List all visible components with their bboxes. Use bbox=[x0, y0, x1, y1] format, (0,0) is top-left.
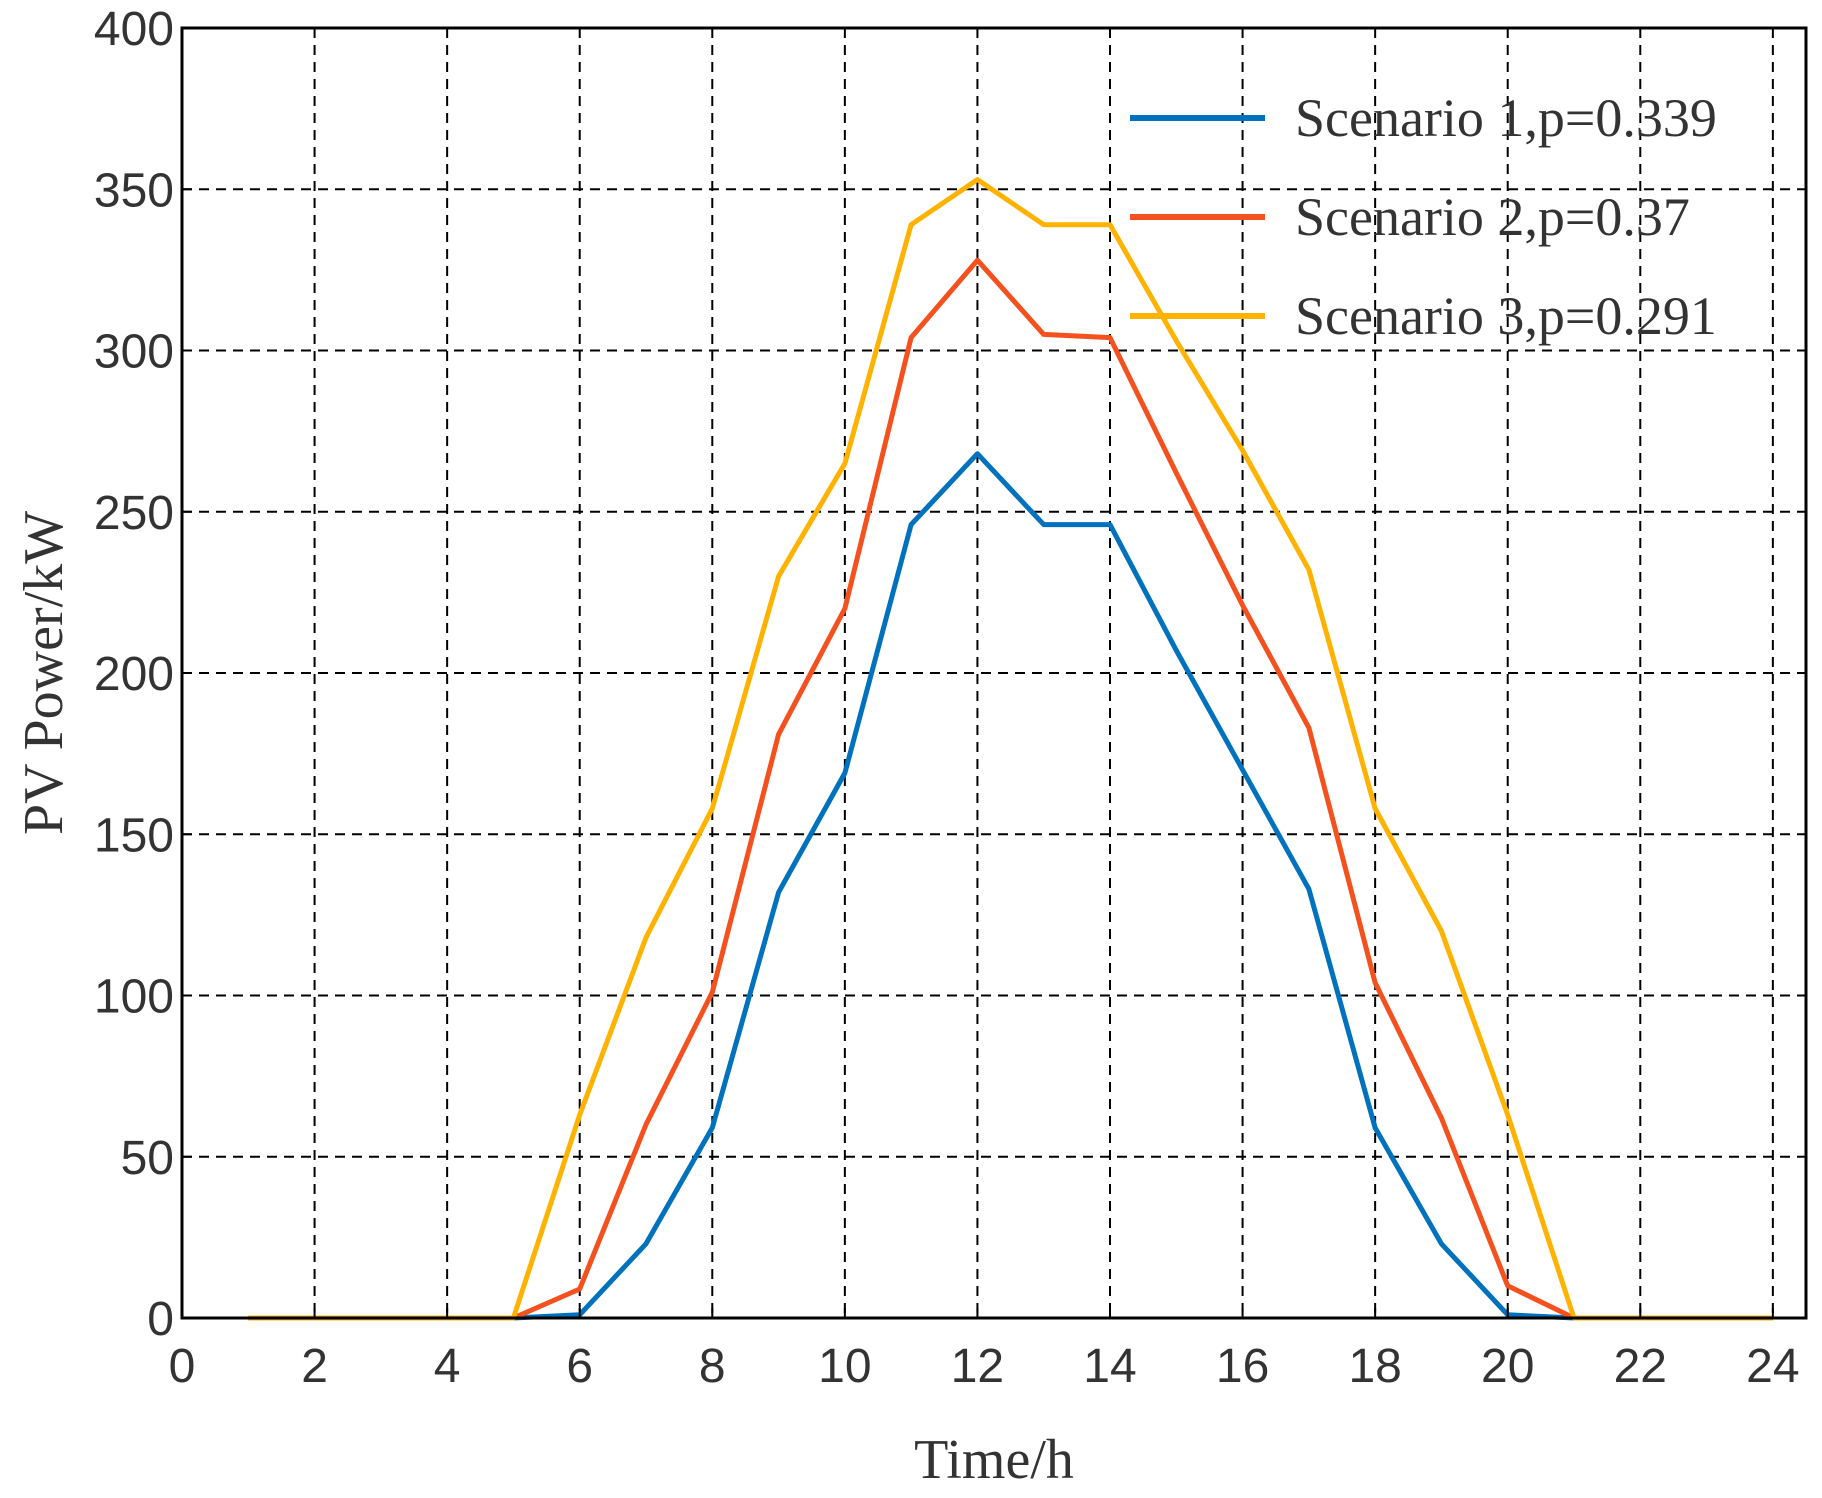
legend-label-scenario-3: Scenario 3,p=0.291 bbox=[1295, 286, 1717, 346]
x-tick-label: 22 bbox=[1614, 1340, 1667, 1393]
y-tick-label: 300 bbox=[94, 326, 174, 379]
x-tick-label: 16 bbox=[1216, 1340, 1269, 1393]
x-axis-label: Time/h bbox=[914, 1429, 1074, 1491]
series-line-scenario-2 bbox=[248, 257, 1773, 1321]
x-tick-label: 14 bbox=[1083, 1340, 1136, 1393]
y-tick-label: 250 bbox=[94, 487, 174, 540]
x-tick-label: 24 bbox=[1746, 1340, 1799, 1393]
series-line-scenario-1 bbox=[248, 451, 1773, 1321]
x-tick-label: 6 bbox=[566, 1340, 593, 1393]
y-tick-label: 350 bbox=[94, 164, 174, 217]
y-tick-label: 0 bbox=[147, 1293, 174, 1346]
x-axis-ticks: 0 2 4 6 8 10 12 14 16 18 20 22 24 bbox=[169, 1308, 1800, 1393]
y-axis-label: PV Power/kW bbox=[13, 511, 75, 835]
y-tick-label: 150 bbox=[94, 809, 174, 862]
x-tick-label: 20 bbox=[1481, 1340, 1534, 1393]
y-tick-label: 200 bbox=[94, 648, 174, 701]
legend-label-scenario-1: Scenario 1,p=0.339 bbox=[1295, 88, 1717, 148]
y-tick-label: 400 bbox=[94, 3, 174, 56]
x-tick-label: 2 bbox=[301, 1340, 328, 1393]
x-tick-label: 0 bbox=[169, 1340, 196, 1393]
y-tick-label: 100 bbox=[94, 971, 174, 1024]
x-tick-label: 8 bbox=[699, 1340, 726, 1393]
x-tick-label: 18 bbox=[1348, 1340, 1401, 1393]
x-tick-label: 4 bbox=[434, 1340, 461, 1393]
legend: Scenario 1,p=0.339 Scenario 2,p=0.37 Scena… bbox=[1130, 88, 1717, 346]
x-tick-label: 10 bbox=[818, 1340, 871, 1393]
x-tick-label: 12 bbox=[951, 1340, 1004, 1393]
grid-lines bbox=[182, 28, 1806, 1318]
y-axis-ticks: 0 50 100 150 200 250 300 350 400 bbox=[94, 3, 192, 1346]
y-tick-label: 50 bbox=[121, 1132, 174, 1185]
legend-label-scenario-2: Scenario 2,p=0.37 bbox=[1295, 187, 1690, 247]
